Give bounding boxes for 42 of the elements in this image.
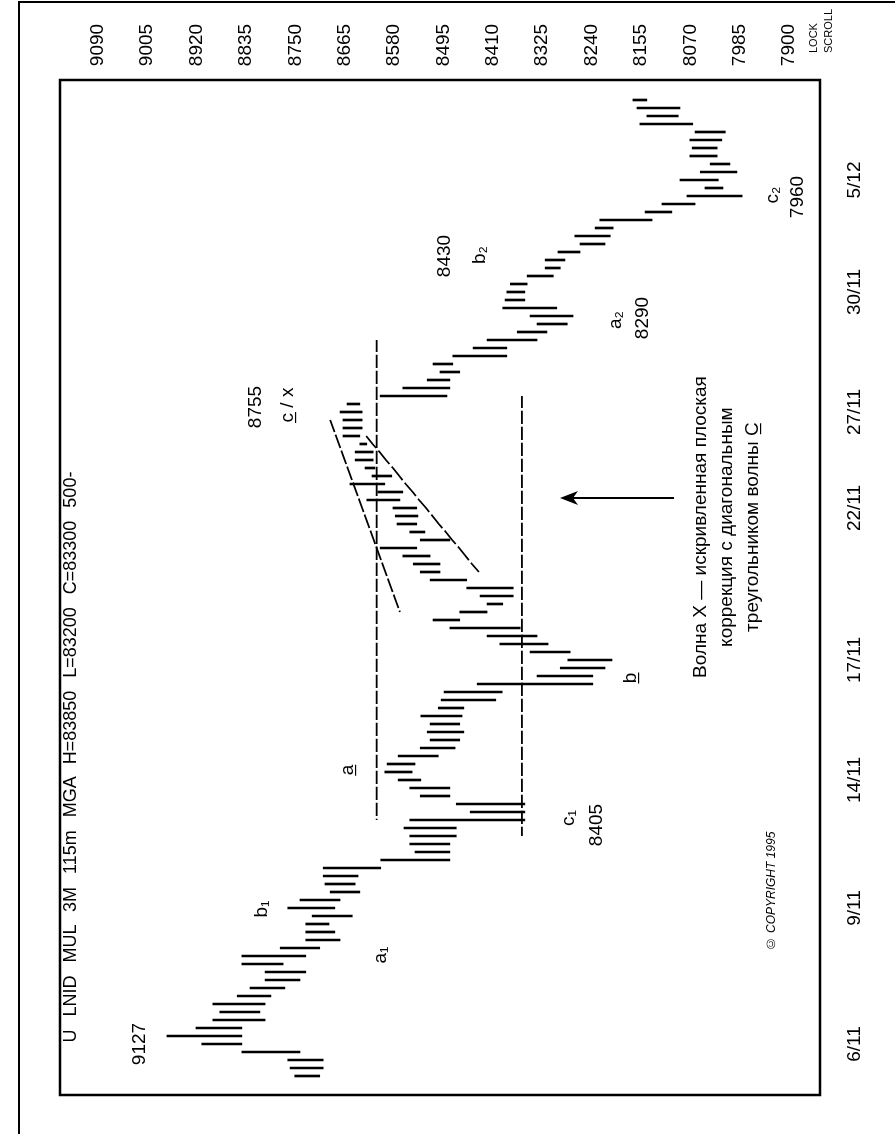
- x-tick-label: 8410: [481, 23, 503, 67]
- x-tick-label: 8240: [579, 23, 601, 67]
- annotation: 8755: [244, 385, 266, 429]
- annotation: 9127: [128, 1022, 150, 1066]
- y-tick-label: 5/12: [843, 161, 865, 199]
- x-tick-label: 8665: [332, 23, 354, 67]
- x-tick-label: 8920: [184, 23, 206, 67]
- annotation: b₂: [468, 246, 490, 264]
- text: U LNID MUL 3M 115m MGA H=83850 L=83200 C=83300 500-: [59, 471, 81, 1043]
- annotation: Волна X — искривленная плоская коррекция с диагональным треугольником волны C̲: [688, 376, 763, 678]
- annotation: b₁: [250, 900, 272, 918]
- x-tick-label: 8495: [431, 23, 453, 67]
- x-tick-label: 8070: [678, 23, 700, 67]
- annotation: c̲ / x: [276, 387, 298, 423]
- x-tick-label: 8325: [530, 23, 552, 67]
- annotation: © COPYRIGHT 1995: [764, 831, 778, 951]
- x-tick-label: 7985: [728, 23, 750, 67]
- x-tick-label: 8750: [283, 23, 305, 67]
- y-tick-label: 14/11: [843, 756, 865, 804]
- annotation: b̲: [619, 672, 641, 684]
- annotation: c₂: [761, 186, 783, 204]
- x-tick-label: 9090: [86, 23, 107, 67]
- x-tick-label: 8155: [629, 23, 651, 67]
- annotation: a₁: [369, 946, 391, 964]
- x-tick-label: 7900: [777, 23, 799, 67]
- annotation: a̲: [336, 764, 358, 776]
- y-tick-label: 17/11: [843, 636, 865, 684]
- annotation: 8405: [585, 803, 607, 847]
- annotation: c₁: [557, 810, 579, 826]
- annotation: a₂: [604, 311, 626, 329]
- y-tick-label: 6/11: [843, 1026, 865, 1062]
- text: LOCK SCROLL: [806, 8, 835, 54]
- y-tick-label: 30/11: [843, 268, 865, 316]
- y-tick-label: 9/11: [843, 890, 865, 926]
- y-tick-label: 27/11: [843, 388, 865, 436]
- annotation: 8430: [433, 234, 455, 278]
- x-tick-label: 8835: [234, 23, 256, 67]
- annotation: 7960: [786, 175, 808, 219]
- annotation: 8290: [631, 296, 653, 340]
- x-tick-label: 9005: [135, 23, 157, 67]
- y-tick-label: 22/11: [843, 484, 865, 532]
- x-tick-label: 8580: [382, 23, 404, 67]
